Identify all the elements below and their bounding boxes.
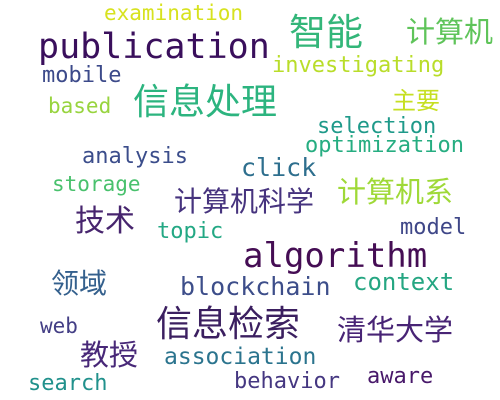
word-based: based: [48, 94, 112, 118]
word-web: web: [40, 314, 78, 338]
word-xinxijiansuo: 信息检索: [156, 304, 301, 345]
word-association: association: [164, 344, 317, 370]
word-jiaoshou: 教授: [80, 338, 139, 372]
word-jisuanjikexue: 计算机科学: [174, 185, 315, 218]
word-topic: topic: [157, 219, 224, 244]
word-mobile: mobile: [42, 63, 122, 88]
word-blockchain: blockchain: [180, 272, 331, 301]
word-zhuyao: 主要: [392, 87, 440, 115]
word-qinghuadaxue: 清华大学: [337, 313, 454, 347]
word-aware: aware: [367, 364, 434, 389]
word-search: search: [28, 371, 108, 396]
word-investigating: investigating: [272, 53, 445, 78]
word-storage: storage: [52, 172, 141, 196]
word-xinxichuli: 信息处理: [133, 82, 278, 123]
word-analysis: analysis: [82, 144, 188, 169]
word-publication: publication: [38, 27, 270, 67]
word-selection: selection: [317, 114, 437, 139]
word-examination: examination: [104, 1, 244, 25]
word-click: click: [241, 153, 317, 182]
word-jisuanjixi: 计算机系: [337, 175, 454, 209]
word-behavior: behavior: [234, 369, 340, 394]
word-algorithm: algorithm: [243, 236, 428, 276]
word-lingyu: 领域: [51, 267, 108, 300]
word-context: context: [353, 268, 455, 296]
word-optimization: optimization: [305, 133, 464, 158]
word-jisuanji: 计算机: [406, 15, 494, 49]
word-jishu: 技术: [75, 204, 135, 239]
word-model: model: [400, 215, 467, 240]
word-zhineng: 智能: [289, 11, 363, 54]
